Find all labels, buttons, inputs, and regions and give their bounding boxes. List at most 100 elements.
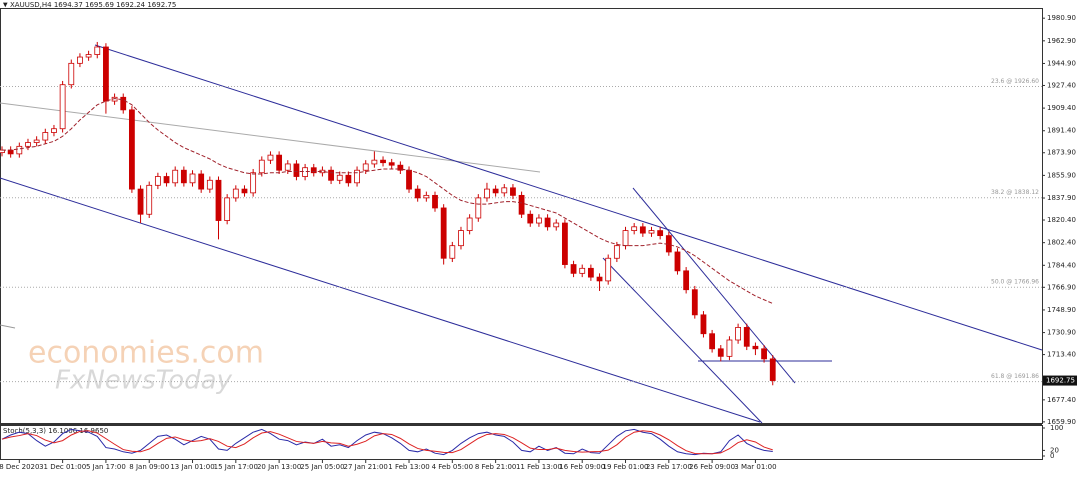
sub-frame (0, 425, 1043, 460)
candle-body (484, 188, 490, 199)
candle-body (172, 169, 179, 184)
candle-body (137, 188, 144, 215)
candle-body (198, 173, 205, 190)
menu-arrow: ▼ (3, 2, 8, 9)
fib-label: 61.8 @ 1691.86 (991, 373, 1039, 380)
candle-body (709, 333, 716, 350)
candle-body (562, 222, 568, 265)
candle-body (674, 251, 681, 272)
x-tick-label: 31 Dec 01:00 (39, 463, 86, 471)
candle-body (180, 169, 187, 184)
candle-body (397, 164, 404, 171)
candle-body (77, 56, 83, 64)
candle-body (518, 194, 525, 215)
candle-body (691, 289, 698, 316)
x-tick-label: 5 Jan 17:00 (86, 463, 126, 471)
candle-body (536, 217, 542, 224)
candle-body (7, 149, 14, 155)
candle-body (189, 173, 196, 184)
candle-body (449, 245, 456, 259)
candle-body (587, 267, 594, 278)
y-tick-label: 1927.40 (1047, 81, 1076, 89)
x-tick-label: 8 Dec 2020 (0, 463, 39, 471)
candle-body (544, 217, 551, 228)
candle-body (276, 154, 283, 171)
candle-body (510, 187, 516, 196)
candle-body (501, 187, 508, 194)
y-tick-label: 1659.90 (1047, 418, 1076, 426)
candle-body (458, 230, 464, 247)
x-tick-label: 20 Jan 13:00 (257, 463, 301, 471)
candle-body (33, 139, 40, 143)
candle-body (475, 197, 482, 219)
candle-body (726, 339, 733, 357)
candle-body (631, 226, 638, 231)
candle-body (258, 159, 265, 174)
y-tick-label: 1837.90 (1047, 194, 1076, 202)
candle-body (302, 167, 309, 177)
candle-body (345, 174, 352, 184)
candle-body (59, 84, 66, 130)
y-tick-label: 1802.40 (1047, 239, 1076, 247)
candle-body (371, 159, 378, 165)
x-tick-label: 26 Feb 09:00 (689, 463, 735, 471)
y-tick-label: 1891.40 (1047, 127, 1076, 135)
y-tick-label: 1962.90 (1047, 37, 1076, 45)
candle-body (16, 145, 23, 155)
candle-body (527, 213, 534, 224)
watermark: FxNewsToday (55, 366, 233, 396)
watermark: economies.com (28, 336, 264, 371)
y-tick-label: 1677.40 (1047, 396, 1076, 404)
x-tick-label: 3 Mar 01:00 (734, 463, 776, 471)
x-tick-label: 27 Jan 21:00 (344, 463, 388, 471)
y-tick-label: 1730.90 (1047, 329, 1076, 337)
candle-body (328, 169, 334, 181)
candle-body (657, 230, 664, 237)
candle-body (388, 162, 395, 166)
price-box (1043, 375, 1077, 386)
x-tick-label: 16 Feb 09:00 (559, 463, 605, 471)
candle-body (700, 314, 707, 335)
candle-body (622, 230, 629, 247)
candle-body (224, 197, 231, 221)
candle-body (613, 245, 620, 259)
candle-body (735, 327, 741, 341)
x-tick-label: 13 Jan 01:00 (170, 463, 214, 471)
y-tick-label: 1855.90 (1047, 171, 1076, 179)
x-tick-label: 8 Feb 21:00 (475, 463, 516, 471)
x-tick-label: 11 Feb 13:00 (516, 463, 562, 471)
candle-body (743, 327, 750, 347)
candle-body (336, 174, 343, 181)
candle-body (128, 109, 135, 190)
trendline (0, 324, 16, 329)
candle-body (120, 96, 127, 111)
y-tick-label: 1748.90 (1047, 306, 1076, 314)
candle-body (310, 167, 317, 174)
channel-line (632, 187, 796, 384)
candle-body (284, 163, 291, 171)
y-tick-label: 1980.90 (1047, 14, 1076, 22)
candle-body (51, 128, 57, 133)
candle-body (570, 264, 577, 274)
candle-body (267, 154, 274, 161)
x-tick-label: 4 Feb 05:00 (432, 463, 473, 471)
candle-body (769, 358, 776, 381)
candle-body (250, 172, 257, 194)
candle-body (406, 169, 412, 190)
candle-body (752, 345, 759, 350)
candle-body (232, 188, 239, 199)
y-tick-label: 1820.40 (1047, 216, 1076, 224)
candle-body (163, 176, 170, 184)
candle-body (241, 188, 248, 194)
candle-body (492, 188, 499, 194)
candle-body (380, 159, 386, 164)
candle-body (414, 188, 421, 199)
x-tick-label: 23 Feb 17:00 (646, 463, 692, 471)
indicator-label: Stoch(5,3,3) 16.1006 16.9650 (3, 427, 108, 435)
candle-body (94, 46, 101, 55)
fib-label: 23.6 @ 1926.60 (991, 78, 1039, 85)
stochastic-line (1, 428, 773, 456)
stoch-tick-label: 0 (1050, 452, 1054, 460)
candle-body (466, 217, 473, 231)
